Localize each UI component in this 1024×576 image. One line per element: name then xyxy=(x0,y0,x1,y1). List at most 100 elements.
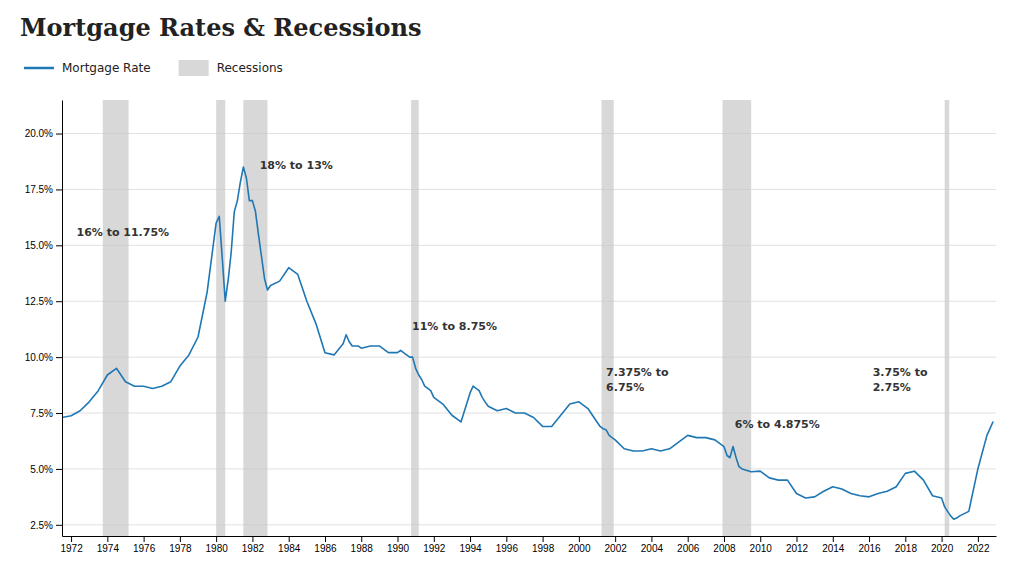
tick-mark xyxy=(71,536,72,542)
annotation-line: 11% to 8.75% xyxy=(412,320,497,333)
tick: 2018 xyxy=(895,536,918,554)
tick: 1980 xyxy=(206,536,229,554)
annotation: 18% to 13% xyxy=(260,159,333,172)
tick: 2022 xyxy=(967,536,990,554)
tick: 2020 xyxy=(931,536,954,554)
tick-mark xyxy=(216,536,217,542)
tick-label: 1974 xyxy=(97,543,120,554)
tick-mark xyxy=(506,536,507,542)
tick: 1976 xyxy=(133,536,156,554)
tick: 7.5% xyxy=(30,408,62,419)
title: Mortgage Rates & Recessions xyxy=(20,13,422,42)
tick-label: 2014 xyxy=(822,543,845,554)
grid-line xyxy=(62,468,996,469)
tick-label: 2.5% xyxy=(30,520,53,531)
tick-mark xyxy=(56,301,62,302)
tick-label: 1986 xyxy=(314,543,337,554)
tick-label: 1980 xyxy=(206,543,229,554)
tick-label: 2010 xyxy=(750,543,773,554)
grid-line xyxy=(62,133,996,134)
annotation-line: 6% to 4.875% xyxy=(735,418,820,431)
tick-mark xyxy=(579,536,580,542)
tick-label: 2018 xyxy=(895,543,918,554)
tick: 1984 xyxy=(278,536,301,554)
grid-line xyxy=(62,357,996,358)
tick-mark xyxy=(942,536,943,542)
annotation-line: 16% to 11.75% xyxy=(77,226,170,239)
tick: 2004 xyxy=(641,536,664,554)
axis-line xyxy=(63,536,997,537)
tick-label: 20.0% xyxy=(25,128,53,139)
annotation-line: 3.75% to xyxy=(873,366,928,379)
recession-band xyxy=(602,100,614,536)
legend: Mortgage Rate Recessions xyxy=(24,60,283,76)
tick: 1972 xyxy=(60,536,83,554)
tick-mark xyxy=(869,536,870,542)
tick-mark xyxy=(833,536,834,542)
tick-label: 2016 xyxy=(858,543,881,554)
tick-label: 2006 xyxy=(677,543,700,554)
tick: 2006 xyxy=(677,536,700,554)
tick-label: 2012 xyxy=(786,543,809,554)
tick-mark xyxy=(56,413,62,414)
grid-line xyxy=(62,245,996,246)
tick-mark xyxy=(56,245,62,246)
x-axis: 1972 1974 1976 1978 1980 1982 1984 1986 1988 1990… xyxy=(60,536,996,554)
tick-label: 7.5% xyxy=(30,408,53,419)
tick-mark xyxy=(543,536,544,542)
tick-mark xyxy=(470,536,471,542)
grid-line xyxy=(62,524,996,525)
plot-area xyxy=(62,100,993,536)
tick-label: 1996 xyxy=(496,543,519,554)
annotation: 7.375% to6.75% xyxy=(606,366,669,394)
tick-mark xyxy=(56,469,62,470)
tick-mark xyxy=(56,525,62,526)
legend-label: Mortgage Rate xyxy=(62,61,151,75)
tick: 10.0% xyxy=(25,352,62,363)
tick: 1982 xyxy=(242,536,265,554)
tick: 2002 xyxy=(605,536,628,554)
legend-item: Mortgage Rate xyxy=(24,61,151,75)
line xyxy=(62,167,993,519)
tick-mark xyxy=(905,536,906,542)
tick-label: 1998 xyxy=(532,543,555,554)
tick-label: 2002 xyxy=(605,543,628,554)
tick-mark xyxy=(252,536,253,542)
tick-mark xyxy=(56,189,62,190)
tick-mark xyxy=(978,536,979,542)
grid-line xyxy=(62,189,996,190)
legend-label: Recessions xyxy=(217,61,283,75)
tick-label: 1994 xyxy=(459,543,482,554)
legend-swatch xyxy=(179,60,209,76)
tick-label: 15.0% xyxy=(25,240,53,251)
tick: 1974 xyxy=(97,536,120,554)
recession-band xyxy=(216,100,225,536)
tick-mark xyxy=(325,536,326,542)
chart: Mortgage Rates & Recessions1972197419761… xyxy=(0,0,1024,576)
tick: 2010 xyxy=(750,536,773,554)
tick: 1990 xyxy=(387,536,410,554)
tick-mark xyxy=(688,536,689,542)
tick-label: 1990 xyxy=(387,543,410,554)
tick-label: 1992 xyxy=(423,543,446,554)
tick: 5.0% xyxy=(30,464,62,475)
tick: 1994 xyxy=(459,536,482,554)
tick-mark xyxy=(107,536,108,542)
tick-label: 12.5% xyxy=(25,296,53,307)
grid-line xyxy=(62,413,996,414)
annotation: 6% to 4.875% xyxy=(735,418,820,431)
tick: 2016 xyxy=(858,536,881,554)
tick-label: 5.0% xyxy=(30,464,53,475)
legend-item: Recessions xyxy=(179,60,283,76)
tick: 1988 xyxy=(351,536,374,554)
tick: 1996 xyxy=(496,536,519,554)
spans xyxy=(103,100,949,536)
annotations: 16% to 11.75% 18% to 13% 11% to 8.75% 7.375… xyxy=(77,159,928,431)
tick-label: 17.5% xyxy=(25,184,53,195)
tick-label: 1978 xyxy=(169,543,192,554)
tick: 2008 xyxy=(713,536,736,554)
legend-swatch xyxy=(24,67,54,70)
grid xyxy=(62,134,996,525)
tick: 20.0% xyxy=(25,128,62,139)
tick-label: 2020 xyxy=(931,543,954,554)
